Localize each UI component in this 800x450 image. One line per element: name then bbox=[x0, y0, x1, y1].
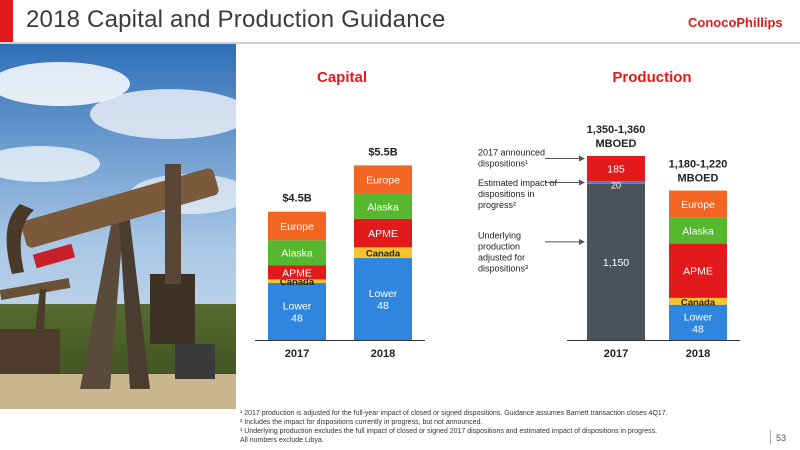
capital-2018-europe-label: Europe bbox=[366, 175, 400, 187]
production-title: Production bbox=[612, 69, 691, 86]
production-2018-canada-bar bbox=[669, 297, 727, 305]
production-2018-alaska-bar bbox=[669, 217, 727, 244]
production-2017-underlying-label: 1,150 bbox=[603, 257, 629, 269]
capital-2018-lower-48-bar bbox=[354, 258, 412, 340]
production-annotation-arrowhead-1 bbox=[579, 155, 585, 162]
conocophillips-logo: ConocoPhillips bbox=[688, 15, 783, 30]
production-2018-canada-label: Canada bbox=[681, 297, 716, 308]
capital-2018-apme-bar bbox=[354, 218, 412, 248]
footnote-4: All numbers exclude Libya. bbox=[240, 437, 324, 444]
production-2018-apme-bar bbox=[669, 243, 727, 298]
capital-xlabel-2018: 2018 bbox=[371, 348, 395, 360]
capital-2018-europe-bar bbox=[354, 165, 412, 194]
capital-2017-lower-48-label: Lower 48 bbox=[283, 300, 312, 324]
capital-2018-canada-label: Canada bbox=[366, 249, 401, 260]
capital-2017-total-label: $4.5B bbox=[282, 193, 311, 205]
logo-text: ConocoPhillips bbox=[688, 15, 783, 30]
footnote-1: ¹ 2017 production is adjusted for the fu… bbox=[240, 410, 668, 417]
production-annotation-1: 2017 announced dispositions¹ bbox=[478, 148, 545, 169]
production-2017-announced-bar bbox=[587, 156, 645, 182]
production-annotation-3: Underlying production adjusted for disposit… bbox=[478, 231, 528, 274]
header-bar: 2018 Capital and Production Guidance Con… bbox=[0, 0, 800, 42]
production-2018-europe-bar bbox=[669, 190, 727, 218]
capital-title: Capital bbox=[317, 69, 367, 86]
production-2017-underlying-bar bbox=[587, 183, 645, 340]
production-2017-in-progress-label: 20 bbox=[611, 180, 621, 190]
capital-2017-lower-48-bar bbox=[268, 282, 326, 340]
pumpjack-photo bbox=[0, 44, 236, 409]
capital-2017-alaska-bar bbox=[268, 240, 326, 266]
capital-2018-total-label: $5.5B bbox=[368, 146, 397, 158]
production-2017-announced-label: 185 bbox=[607, 164, 625, 176]
production-2018-alaska-label: Alaska bbox=[682, 226, 714, 238]
production-annotation-2: Estimated impact of dispositions in progre… bbox=[478, 178, 558, 210]
footnote-3: ³ Underlying production excludes the ful… bbox=[240, 428, 658, 435]
production-2018-apme-label: APME bbox=[683, 266, 713, 278]
capital-2017-apme-bar bbox=[268, 265, 326, 280]
footnote-2: ² Includes the impact for dispositions c… bbox=[240, 419, 483, 426]
capital-2018-canada-bar bbox=[354, 247, 412, 259]
capital-xlabel-2017: 2017 bbox=[285, 348, 309, 360]
production-2017-total-label: 1,350-1,360 MBOED bbox=[587, 124, 646, 150]
production-annotation-arrowhead-2 bbox=[579, 179, 585, 186]
production-xlabel-2017: 2017 bbox=[604, 348, 628, 360]
production-2018-total-label: 1,180-1,220 MBOED bbox=[669, 159, 728, 185]
production-2018-lower-48-bar bbox=[669, 304, 727, 340]
capital-2017-canada-label: Canada bbox=[280, 277, 315, 288]
page-title: 2018 Capital and Production Guidance bbox=[26, 6, 446, 33]
page-number: 53 bbox=[775, 433, 786, 443]
capital-2017-apme-label: APME bbox=[282, 267, 312, 279]
capital-2018-apme-label: APME bbox=[368, 228, 398, 240]
capital-2018-alaska-bar bbox=[354, 193, 412, 219]
page-number-divider bbox=[770, 430, 771, 444]
production-2018-europe-label: Europe bbox=[681, 199, 715, 211]
capital-2017-alaska-label: Alaska bbox=[281, 248, 313, 260]
capital-2017-canada-bar bbox=[268, 279, 326, 283]
capital-2018-lower-48-label: Lower 48 bbox=[369, 288, 398, 312]
production-annotation-arrowhead-3 bbox=[579, 238, 585, 245]
production-2017-in-progress-bar bbox=[587, 181, 645, 184]
capital-2017-europe-bar bbox=[268, 211, 326, 241]
capital-2017-europe-label: Europe bbox=[280, 221, 314, 233]
production-2018-lower-48-label: Lower 48 bbox=[684, 311, 713, 335]
header-divider bbox=[0, 42, 800, 44]
footnotes: ¹ 2017 production is adjusted for the fu… bbox=[240, 409, 668, 445]
header-accent bbox=[0, 0, 13, 42]
production-xlabel-2018: 2018 bbox=[686, 348, 710, 360]
capital-2018-alaska-label: Alaska bbox=[367, 201, 399, 213]
